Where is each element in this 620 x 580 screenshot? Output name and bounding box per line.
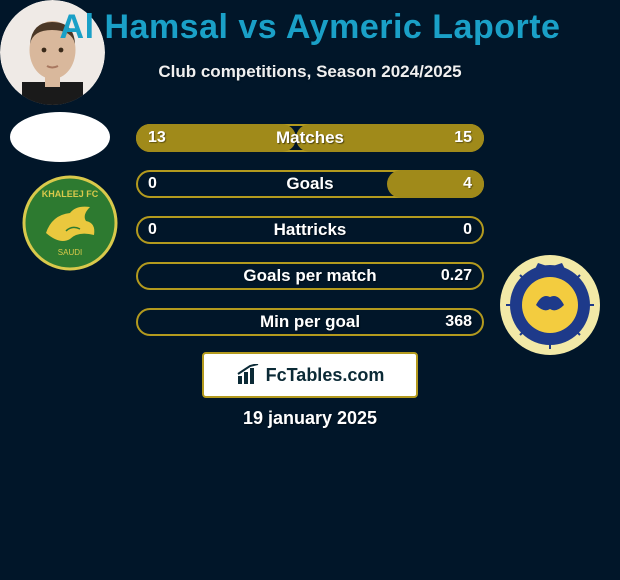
stat-row: 0.27Goals per match: [136, 262, 484, 290]
stat-row: 04Goals: [136, 170, 484, 198]
svg-text:SAUDI: SAUDI: [58, 248, 82, 257]
comparison-card: Al Hamsal vs Aymeric Laporte Club compet…: [0, 0, 620, 580]
club-left-badge-icon: KHALEEJ FC SAUDI: [22, 175, 118, 271]
club-logo-right: [498, 253, 602, 357]
stat-label: Goals per match: [136, 262, 484, 290]
page-subtitle: Club competitions, Season 2024/2025: [0, 62, 620, 82]
stat-label: Hattricks: [136, 216, 484, 244]
player-photo-left: [10, 112, 110, 162]
club-right-badge-icon: [498, 253, 602, 357]
date-label: 19 january 2025: [0, 408, 620, 429]
stat-row: 1315Matches: [136, 124, 484, 152]
brand-label: FcTables.com: [266, 365, 385, 386]
svg-text:KHALEEJ FC: KHALEEJ FC: [42, 189, 99, 199]
page-title: Al Hamsal vs Aymeric Laporte: [0, 8, 620, 47]
brand-chart-icon: [236, 364, 262, 386]
stat-row: 00Hattricks: [136, 216, 484, 244]
stats-block: 1315Matches 04Goals 00Hattricks 0.27Goals p…: [136, 124, 484, 354]
club-logo-left: KHALEEJ FC SAUDI: [22, 175, 118, 271]
stat-row: 368Min per goal: [136, 308, 484, 336]
stat-label: Matches: [136, 124, 484, 152]
stat-label: Min per goal: [136, 308, 484, 336]
brand-box: FcTables.com: [202, 352, 418, 398]
stat-label: Goals: [136, 170, 484, 198]
